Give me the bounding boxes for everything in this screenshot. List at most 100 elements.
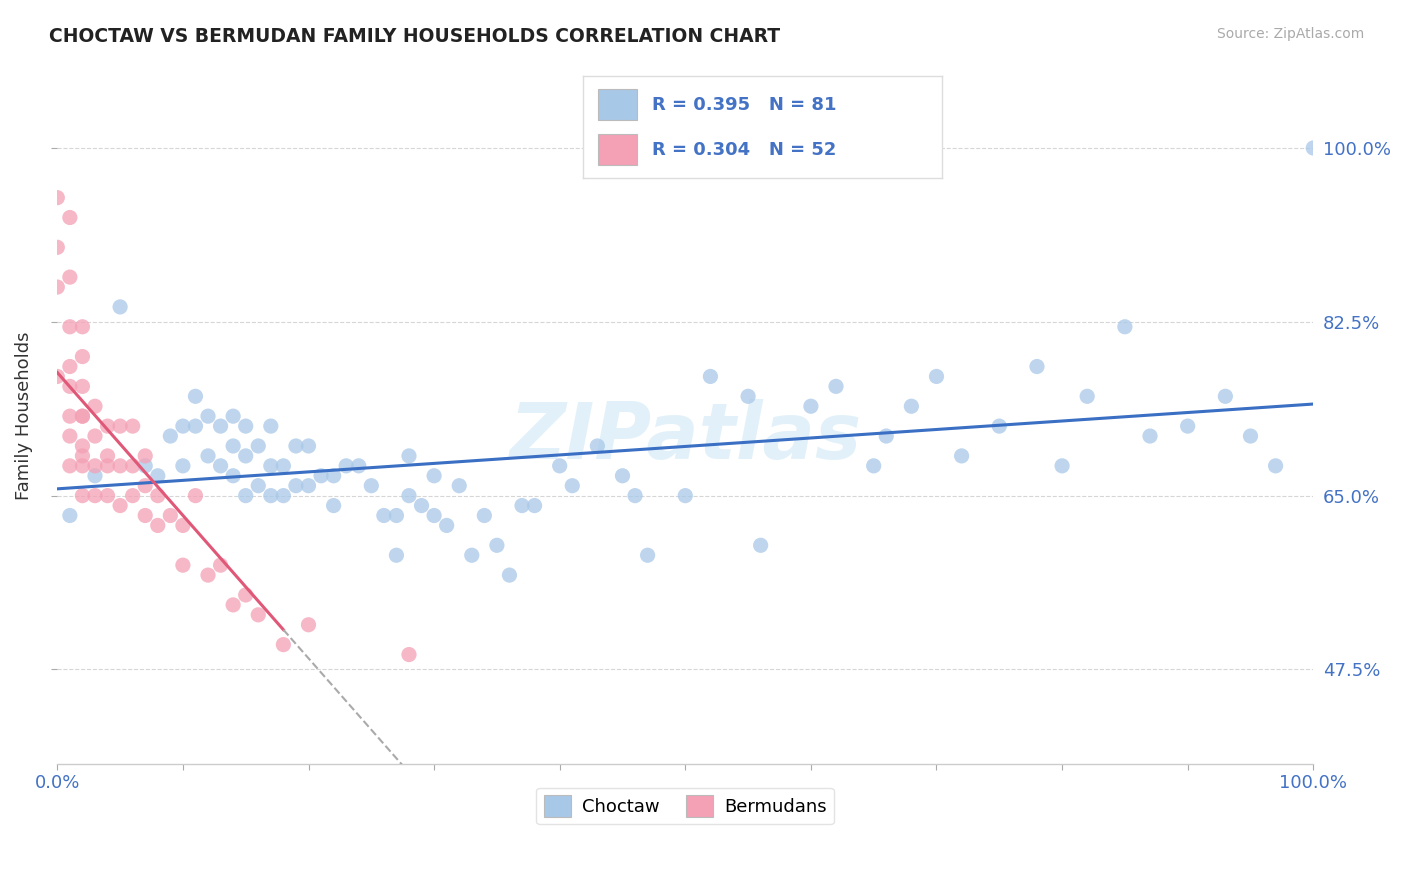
Point bbox=[875, 429, 897, 443]
Point bbox=[108, 499, 131, 513]
Point bbox=[385, 548, 408, 562]
Text: R = 0.304   N = 52: R = 0.304 N = 52 bbox=[651, 141, 837, 159]
Point bbox=[247, 439, 270, 453]
Point bbox=[510, 499, 533, 513]
Text: R = 0.395   N = 81: R = 0.395 N = 81 bbox=[651, 95, 837, 113]
Point bbox=[1076, 389, 1098, 403]
Point bbox=[222, 598, 245, 612]
Point bbox=[862, 458, 884, 473]
Point bbox=[184, 389, 207, 403]
Point bbox=[146, 518, 169, 533]
Point bbox=[737, 389, 759, 403]
Point bbox=[96, 449, 118, 463]
FancyBboxPatch shape bbox=[598, 135, 637, 165]
Point bbox=[1177, 419, 1199, 434]
Point bbox=[297, 439, 319, 453]
Point bbox=[385, 508, 408, 523]
Point bbox=[423, 468, 446, 483]
Point bbox=[159, 508, 181, 523]
Point bbox=[235, 419, 257, 434]
Point bbox=[398, 489, 420, 503]
Point bbox=[134, 458, 156, 473]
Point bbox=[586, 439, 609, 453]
Point bbox=[1302, 141, 1324, 155]
Point bbox=[360, 479, 382, 493]
Point bbox=[121, 419, 143, 434]
Point bbox=[72, 489, 94, 503]
Point bbox=[637, 548, 659, 562]
Point bbox=[449, 479, 471, 493]
Point bbox=[436, 518, 458, 533]
Point bbox=[1026, 359, 1049, 374]
Point bbox=[423, 508, 446, 523]
Point bbox=[134, 508, 156, 523]
Point bbox=[59, 319, 82, 334]
Point bbox=[46, 369, 69, 384]
Point bbox=[134, 479, 156, 493]
Point bbox=[749, 538, 772, 552]
Point bbox=[59, 379, 82, 393]
Point bbox=[72, 409, 94, 424]
Point bbox=[96, 489, 118, 503]
Point bbox=[297, 479, 319, 493]
Point bbox=[46, 240, 69, 254]
Point bbox=[72, 439, 94, 453]
Point bbox=[297, 617, 319, 632]
Point bbox=[46, 191, 69, 205]
Point bbox=[322, 468, 344, 483]
Point bbox=[59, 508, 82, 523]
Point bbox=[260, 489, 283, 503]
Point bbox=[96, 458, 118, 473]
Point bbox=[472, 508, 495, 523]
Point bbox=[46, 280, 69, 294]
Point bbox=[209, 558, 232, 573]
Point bbox=[235, 489, 257, 503]
Point bbox=[121, 458, 143, 473]
Point bbox=[84, 458, 107, 473]
Point bbox=[72, 458, 94, 473]
Point bbox=[72, 379, 94, 393]
Point bbox=[59, 429, 82, 443]
Point bbox=[222, 439, 245, 453]
Point bbox=[498, 568, 520, 582]
Point bbox=[222, 468, 245, 483]
Point bbox=[1239, 429, 1261, 443]
Point bbox=[398, 449, 420, 463]
Point bbox=[335, 458, 357, 473]
Point bbox=[950, 449, 973, 463]
Point bbox=[1264, 458, 1286, 473]
Point bbox=[72, 449, 94, 463]
Text: Source: ZipAtlas.com: Source: ZipAtlas.com bbox=[1216, 27, 1364, 41]
Point bbox=[485, 538, 508, 552]
Point bbox=[1215, 389, 1237, 403]
Point bbox=[825, 379, 848, 393]
Point bbox=[1139, 429, 1161, 443]
Point bbox=[172, 419, 194, 434]
Point bbox=[209, 458, 232, 473]
Point bbox=[72, 319, 94, 334]
Point bbox=[108, 458, 131, 473]
Point bbox=[260, 419, 283, 434]
Point bbox=[108, 419, 131, 434]
Point bbox=[59, 211, 82, 225]
Text: CHOCTAW VS BERMUDAN FAMILY HOUSEHOLDS CORRELATION CHART: CHOCTAW VS BERMUDAN FAMILY HOUSEHOLDS CO… bbox=[49, 27, 780, 45]
Point bbox=[284, 439, 307, 453]
Point bbox=[988, 419, 1011, 434]
Point bbox=[72, 350, 94, 364]
Point bbox=[624, 489, 647, 503]
Point bbox=[523, 499, 546, 513]
Point bbox=[59, 270, 82, 285]
Point bbox=[59, 458, 82, 473]
Point bbox=[548, 458, 571, 473]
FancyBboxPatch shape bbox=[598, 89, 637, 120]
Point bbox=[209, 419, 232, 434]
Point bbox=[84, 468, 107, 483]
Point bbox=[273, 489, 295, 503]
Point bbox=[72, 409, 94, 424]
Point bbox=[184, 489, 207, 503]
Point bbox=[699, 369, 721, 384]
Point bbox=[800, 399, 823, 413]
Point bbox=[134, 449, 156, 463]
Point bbox=[222, 409, 245, 424]
Point bbox=[108, 300, 131, 314]
